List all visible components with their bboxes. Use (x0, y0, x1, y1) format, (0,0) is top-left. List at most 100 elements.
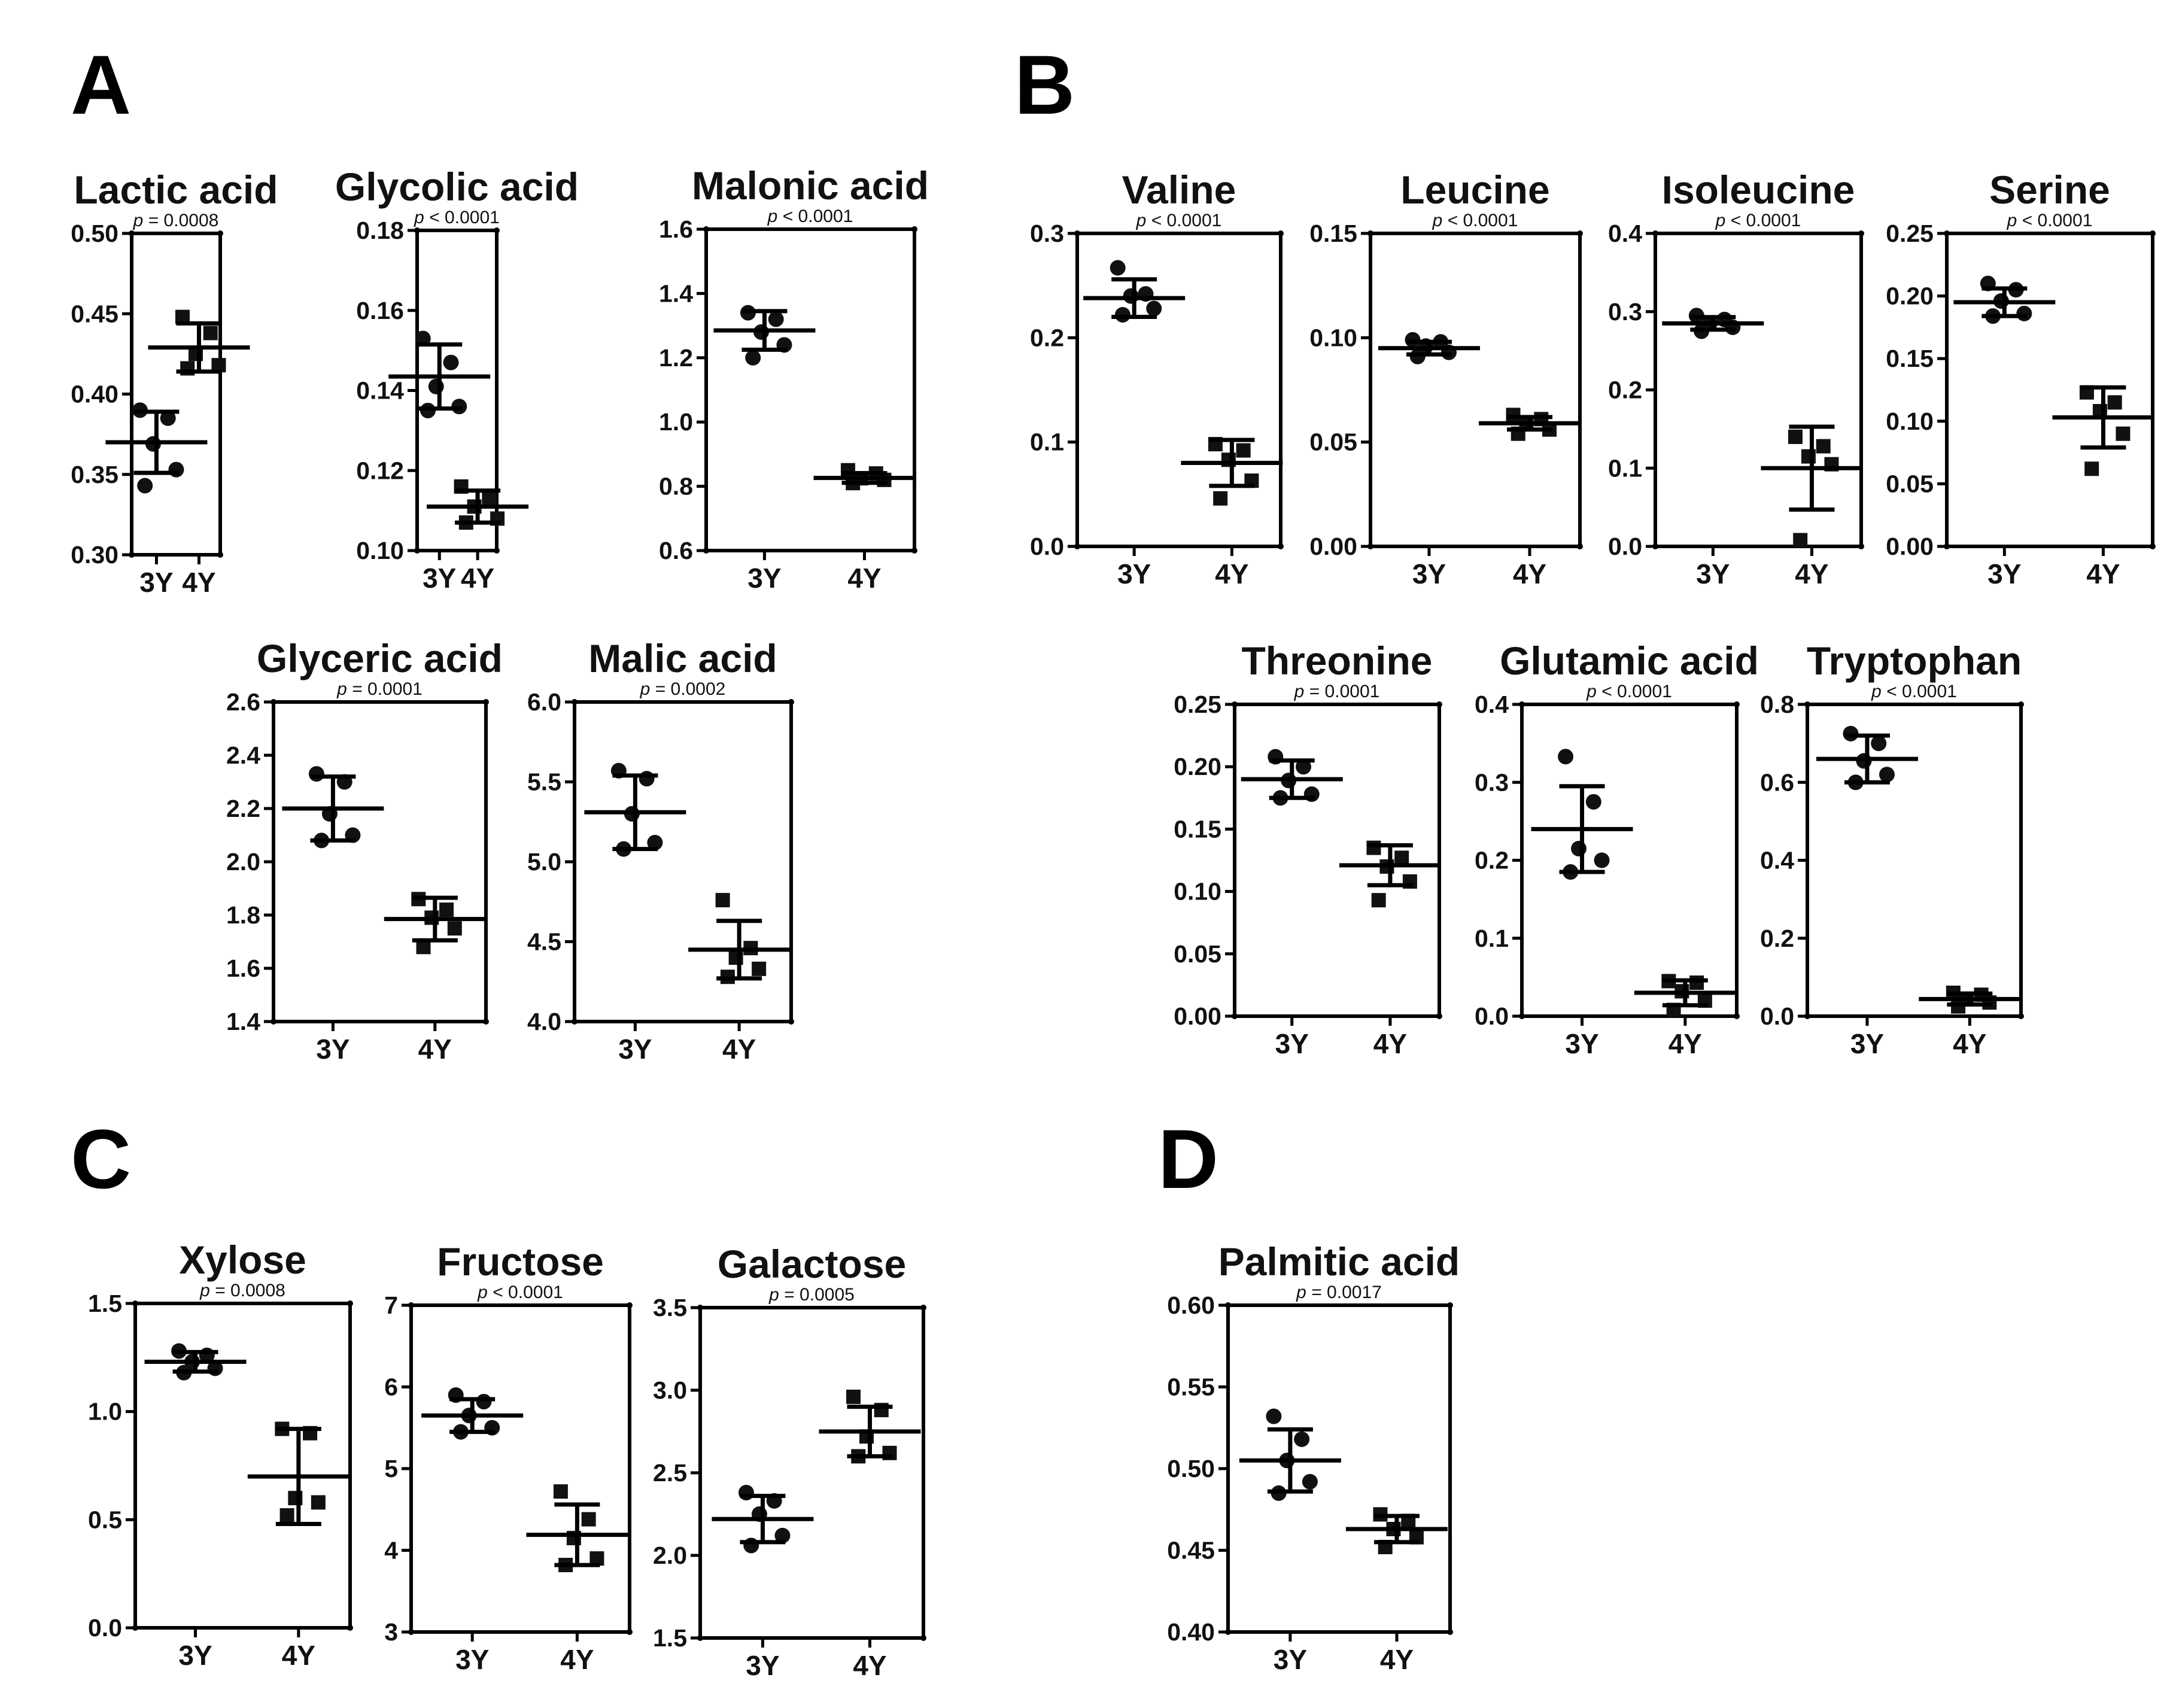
y-tick-label: 0.0 (1475, 1002, 1509, 1030)
p-value-text: < 0.0001 (777, 206, 853, 226)
p-symbol: p (2007, 211, 2017, 230)
chart-title: Palmitic acid (1218, 1239, 1460, 1284)
p-value-label: p < 0.0001 (1715, 211, 1801, 230)
y-tick-label: 0.18 (356, 217, 404, 244)
p-value-label: p < 0.0001 (767, 206, 853, 226)
plot-frame (1945, 232, 2154, 548)
data-point (1296, 759, 1312, 775)
y-tick-label: 1.8 (226, 901, 260, 929)
y-tick-label: 5.5 (527, 768, 561, 796)
p-symbol: p (1294, 682, 1305, 701)
p-symbol: p (1296, 1282, 1306, 1302)
x-tick-label: 3Y (139, 567, 173, 598)
y-tick-label: 0.05 (1309, 428, 1357, 456)
data-point (768, 311, 784, 327)
p-value-label: p = 0.0008 (133, 211, 219, 230)
frame-corner-dot (1278, 543, 1284, 549)
frame-corner-dot (1577, 230, 1583, 236)
data-point (647, 834, 663, 850)
y-tick-label: 0.2 (1030, 324, 1064, 351)
y-tick-label: 5.0 (527, 848, 561, 876)
data-point (203, 326, 218, 341)
y-tick-label: 2.2 (226, 795, 260, 822)
y-tick-label: 4.5 (527, 928, 561, 956)
panel-letter-c: C (71, 1112, 131, 1206)
data-point (743, 1537, 759, 1554)
y-tick-label: 3.5 (653, 1294, 687, 1321)
frame-corner-dot (2018, 701, 2024, 707)
x-tick-label: 4Y (1953, 1028, 1986, 1059)
chart-title: Isoleucine (1662, 168, 1855, 212)
frame-corner-dot (1858, 543, 1864, 549)
y-tick-label: 0.16 (356, 297, 404, 324)
y-tick-label: 1.2 (659, 344, 693, 372)
series-4y (1761, 424, 1863, 548)
series-4y (1345, 1507, 1448, 1555)
plot-frame (133, 1302, 352, 1630)
data-point (1294, 1431, 1310, 1447)
y-tick-label: 0.10 (1174, 878, 1221, 905)
y-tick-label: 1.0 (659, 408, 693, 436)
p-value-text: = 0.0017 (1306, 1282, 1382, 1302)
data-point (840, 463, 855, 478)
y-tick-label: 0.35 (71, 461, 118, 488)
frame-corner-dot (483, 1019, 489, 1025)
data-point (1366, 840, 1381, 855)
plot-frame (698, 1306, 925, 1640)
data-point (2016, 305, 2032, 321)
y-tick-label: 6.0 (527, 688, 561, 716)
data-point (1788, 429, 1803, 444)
frame-corner-dot (1858, 230, 1864, 236)
series-4y (427, 479, 529, 530)
plot-frame (1520, 703, 1739, 1018)
chart-title: Threonine (1241, 639, 1432, 683)
data-point (1302, 1473, 1318, 1490)
y-tick-label: 3.0 (653, 1376, 687, 1404)
p-symbol: p (477, 1282, 488, 1302)
x-tick-label: 4Y (847, 563, 881, 594)
p-value-label: p = 0.0005 (768, 1285, 855, 1305)
p-value-text: < 0.0001 (424, 208, 500, 227)
y-tick-label: 1.6 (659, 215, 693, 243)
frame-corner-dot (2150, 543, 2156, 549)
p-symbol: p (199, 1281, 210, 1300)
series-4y (384, 892, 486, 955)
x-tick-label: 3Y (1987, 558, 2021, 589)
chart-title: Glycolic acid (335, 165, 579, 209)
y-tick-label: 0.1 (1030, 428, 1064, 456)
p-symbol: p (1715, 211, 1726, 230)
p-symbol: p (133, 211, 144, 230)
series-3y (388, 330, 491, 418)
y-tick-label: 0.25 (1174, 691, 1221, 718)
y-tick-label: 0.55 (1167, 1373, 1215, 1401)
p-value-text: = 0.0005 (779, 1285, 855, 1305)
p-symbol: p (1432, 211, 1443, 230)
y-tick-label: 7 (384, 1291, 398, 1319)
y-tick-label: 4.0 (527, 1008, 561, 1035)
frame-corner-dot (347, 1300, 353, 1306)
data-point (476, 1394, 492, 1410)
frame-corner-dot (217, 552, 223, 558)
frame-corner-dot (1447, 1629, 1453, 1635)
y-tick-label: 0.2 (1608, 376, 1642, 404)
y-tick-label: 0.20 (1174, 753, 1221, 780)
chart-title: Leucine (1400, 168, 1549, 212)
data-point (311, 1495, 326, 1510)
p-symbol: p (1136, 211, 1147, 230)
data-point (2116, 426, 2131, 441)
series-4y (1479, 408, 1581, 441)
frame-corner-dot (217, 230, 223, 236)
y-tick-label: 0.45 (1167, 1537, 1215, 1564)
x-tick-label: 3Y (1275, 1028, 1309, 1059)
data-point (439, 902, 454, 917)
plot-frame (1654, 232, 1863, 548)
p-value-text: = 0.0001 (347, 679, 423, 699)
p-symbol: p (1586, 682, 1597, 701)
p-value-label: p < 0.0001 (1432, 211, 1518, 230)
y-tick-label: 0.12 (356, 457, 404, 484)
